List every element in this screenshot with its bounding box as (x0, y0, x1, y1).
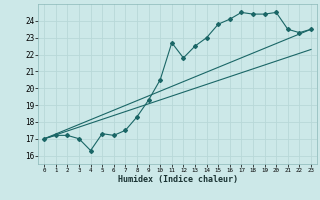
X-axis label: Humidex (Indice chaleur): Humidex (Indice chaleur) (118, 175, 238, 184)
